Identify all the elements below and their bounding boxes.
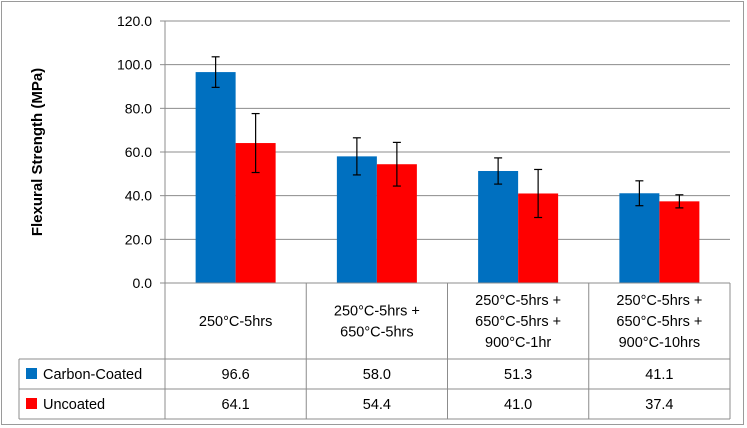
bar-carbon-coated xyxy=(336,156,377,283)
bar-carbon-coated xyxy=(478,170,519,283)
legend-swatch xyxy=(26,368,37,379)
y-tick-label: 120.0 xyxy=(117,13,152,29)
bar-carbon-coated xyxy=(619,193,660,283)
category-label: 650°C-5hrs xyxy=(340,325,414,341)
data-table-value: 41.1 xyxy=(645,367,673,383)
legend-swatch xyxy=(26,398,37,409)
data-table-value: 54.4 xyxy=(363,397,391,413)
legend-label: Uncoated xyxy=(43,397,105,413)
bar-carbon-coated xyxy=(195,72,236,283)
data-table-value: 64.1 xyxy=(222,397,250,413)
y-tick-label: 20.0 xyxy=(125,231,152,247)
category-label: 250°C-5hrs + xyxy=(475,293,561,309)
category-label: 900°C-10hrs xyxy=(619,335,701,351)
y-tick-label: 0.0 xyxy=(133,275,153,291)
category-label: 250°C-5hrs xyxy=(199,314,273,330)
category-label: 250°C-5hrs + xyxy=(616,293,702,309)
category-label: 650°C-5hrs + xyxy=(616,314,702,330)
legend-label: Carbon-Coated xyxy=(43,367,142,383)
data-table-value: 96.6 xyxy=(222,367,250,383)
data-table-value: 51.3 xyxy=(504,367,532,383)
y-tick-label: 80.0 xyxy=(125,100,152,116)
category-label: 900°C-1hr xyxy=(485,335,551,351)
category-label: 650°C-5hrs + xyxy=(475,314,561,330)
category-label: 250°C-5hrs + xyxy=(334,304,420,320)
y-tick-label: 100.0 xyxy=(117,57,152,73)
y-tick-label: 60.0 xyxy=(125,144,152,160)
bar-uncoated xyxy=(659,201,700,283)
data-table-value: 58.0 xyxy=(363,367,391,383)
data-table-value: 37.4 xyxy=(645,397,673,413)
data-table-value: 41.0 xyxy=(504,397,532,413)
y-tick-label: 40.0 xyxy=(125,188,152,204)
y-axis-label: Flexural Strength (MPa) xyxy=(29,68,46,236)
